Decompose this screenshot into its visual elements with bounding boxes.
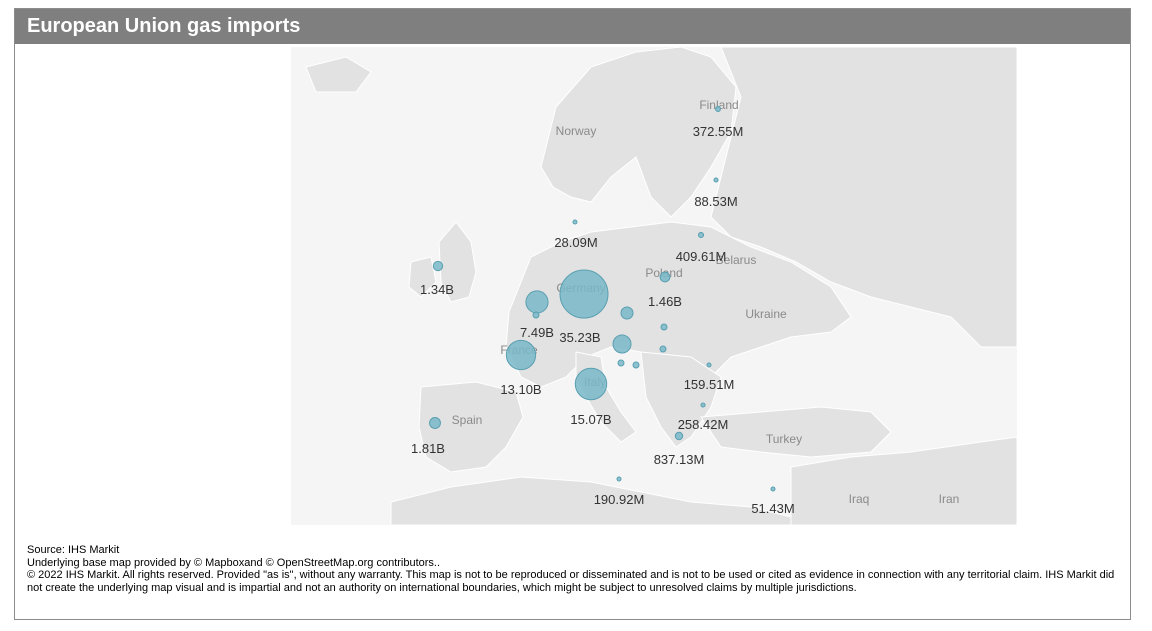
import-bubble[interactable] (713, 177, 719, 183)
import-value-label: 159.51M (684, 377, 735, 392)
land-scandinavia (540, 47, 737, 218)
import-bubble[interactable] (574, 367, 608, 401)
import-value-label: 51.43M (751, 501, 794, 516)
import-bubble-small[interactable] (617, 359, 625, 367)
import-bubble[interactable] (572, 219, 578, 225)
country-label-iran: Iran (939, 492, 960, 506)
chart-title: European Union gas imports (27, 15, 301, 37)
land-ireland (408, 256, 437, 298)
import-bubble[interactable] (715, 106, 721, 112)
import-value-label: 15.07B (570, 412, 611, 427)
chart-frame: European Union gas imports (14, 8, 1131, 620)
country-label-norway: Norway (556, 124, 597, 138)
black-sea (761, 347, 871, 402)
country-label-belarus: Belarus (716, 253, 757, 267)
import-value-label: 1.46B (648, 294, 682, 309)
import-value-label: 1.34B (420, 282, 454, 297)
map-svg: FinlandNorwayBelarusPolandUkraineGermany… (291, 47, 1017, 525)
footer-copyright: © 2022 IHS Markit. All rights reserved. … (27, 569, 1115, 594)
import-bubble[interactable] (697, 231, 705, 239)
import-bubble[interactable] (674, 431, 684, 441)
import-bubble[interactable] (432, 260, 444, 272)
country-label-finland: Finland (699, 98, 738, 112)
caspian-sea (926, 337, 961, 437)
import-bubble[interactable] (700, 402, 706, 408)
import-bubble[interactable] (706, 362, 712, 368)
bubble-layer (429, 106, 776, 492)
import-value-label: 837.13M (654, 452, 705, 467)
import-value-label: 372.55M (693, 124, 744, 139)
footer-basemap: Underlying base map provided by © Mapbox… (27, 556, 441, 569)
import-bubble-small[interactable] (659, 345, 667, 353)
import-value-label: 13.10B (500, 382, 541, 397)
land-mideast (790, 436, 1017, 525)
import-value-label: 409.61M (676, 249, 727, 264)
land-britain (438, 221, 477, 303)
import-bubble-small[interactable] (660, 323, 668, 331)
import-bubble[interactable] (525, 290, 549, 314)
import-bubble[interactable] (559, 269, 609, 319)
land-iberia (418, 381, 524, 473)
import-value-label: 7.49B (520, 325, 554, 340)
import-value-label: 190.92M (594, 492, 645, 507)
import-value-label: 258.42M (678, 417, 729, 432)
land-central (505, 221, 852, 398)
import-bubble-small[interactable] (532, 311, 540, 319)
import-value-label: 28.09M (554, 235, 597, 250)
import-bubble-small[interactable] (620, 306, 634, 320)
footer-source: Source: IHS Markit (27, 544, 120, 556)
import-bubble[interactable] (616, 476, 622, 482)
map-area: FinlandNorwayBelarusPolandUkraineGermany… (291, 47, 1017, 525)
country-label-spain: Spain (452, 413, 483, 427)
import-bubble[interactable] (505, 339, 537, 371)
import-bubble[interactable] (770, 486, 776, 492)
import-value-label: 1.81B (411, 441, 445, 456)
import-bubble-small[interactable] (632, 361, 640, 369)
import-value-label: 35.23B (559, 330, 600, 345)
import-value-label: 88.53M (694, 194, 737, 209)
country-label-iraq: Iraq (849, 492, 870, 506)
country-label-turkey: Turkey (766, 432, 802, 446)
land-east (710, 47, 1017, 348)
import-bubble[interactable] (659, 271, 671, 283)
land-africa (390, 476, 792, 525)
land-balkans (640, 351, 722, 448)
footer: Source: IHS Markit Underlying base map p… (27, 544, 1117, 594)
country-label-ukraine: Ukraine (745, 307, 787, 321)
import-bubble-small[interactable] (612, 334, 632, 354)
land-turkey (700, 406, 892, 458)
import-bubble[interactable] (429, 417, 441, 429)
title-bar: European Union gas imports (15, 9, 1130, 44)
value-label-layer: 372.55M 88.53M 28.09M 409.61M 1.34B 1.46B 7.49… (411, 124, 795, 516)
land-iceland (305, 56, 372, 93)
